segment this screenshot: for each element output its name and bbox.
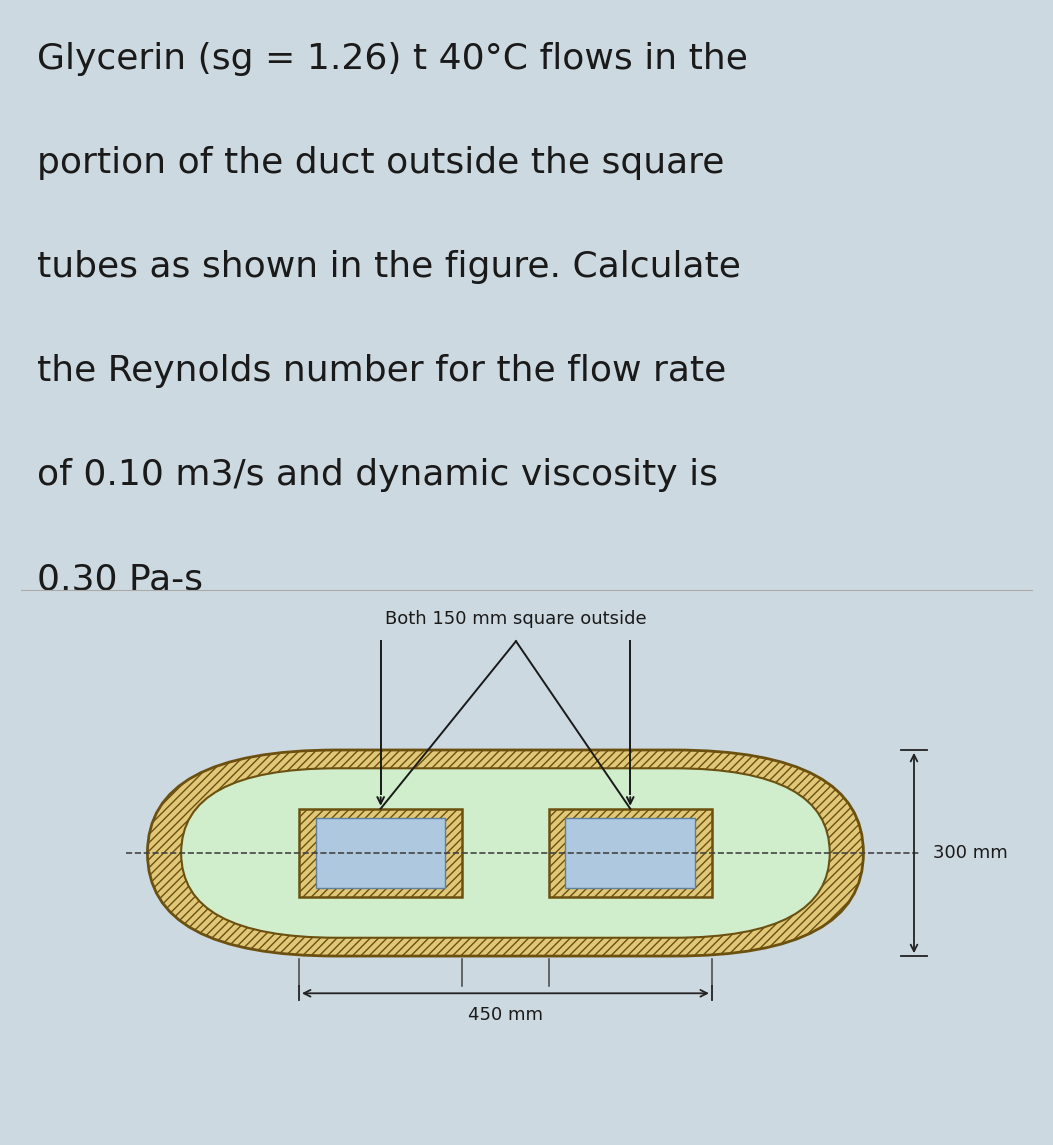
Text: the Reynolds number for the flow rate: the Reynolds number for the flow rate xyxy=(37,354,727,388)
Text: portion of the duct outside the square: portion of the duct outside the square xyxy=(37,145,724,180)
Text: Both 150 mm square outside: Both 150 mm square outside xyxy=(385,609,647,627)
Bar xyxy=(549,808,712,898)
Bar xyxy=(299,808,462,898)
Text: Glycerin (sg = 1.26) t 40°C flows in the: Glycerin (sg = 1.26) t 40°C flows in the xyxy=(37,41,748,76)
Text: 450 mm: 450 mm xyxy=(468,1006,543,1024)
Bar xyxy=(565,818,695,889)
Text: 0.30 Pa-s: 0.30 Pa-s xyxy=(37,562,203,597)
Text: 300 mm: 300 mm xyxy=(933,844,1008,862)
FancyBboxPatch shape xyxy=(147,750,863,956)
FancyBboxPatch shape xyxy=(181,768,830,938)
Bar xyxy=(316,818,445,889)
Text: of 0.10 m3/s and dynamic viscosity is: of 0.10 m3/s and dynamic viscosity is xyxy=(37,458,718,492)
Text: tubes as shown in the figure. Calculate: tubes as shown in the figure. Calculate xyxy=(37,250,740,284)
